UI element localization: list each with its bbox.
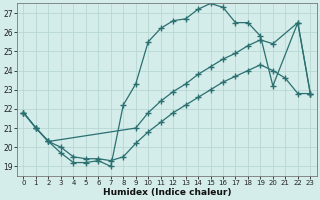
X-axis label: Humidex (Indice chaleur): Humidex (Indice chaleur) — [103, 188, 231, 197]
